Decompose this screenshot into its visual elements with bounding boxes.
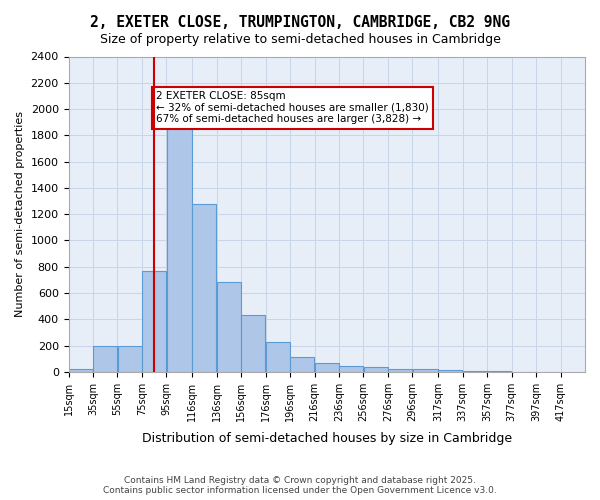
Bar (266, 342, 290, 372)
Bar (290, 358, 314, 372)
Text: Contains HM Land Registry data © Crown copyright and database right 2025.
Contai: Contains HM Land Registry data © Crown c… (103, 476, 497, 495)
Bar (315, 364, 339, 372)
X-axis label: Distribution of semi-detached houses by size in Cambridge: Distribution of semi-detached houses by … (142, 432, 512, 445)
Bar (193, 204, 217, 372)
Bar (167, 122, 192, 372)
Text: 2 EXETER CLOSE: 85sqm
← 32% of semi-detached houses are smaller (1,830)
67% of s: 2 EXETER CLOSE: 85sqm ← 32% of semi-deta… (157, 91, 429, 124)
Bar (69, 368, 93, 372)
Bar (364, 367, 388, 372)
Bar (142, 270, 166, 372)
Text: Size of property relative to semi-detached houses in Cambridge: Size of property relative to semi-detach… (100, 32, 500, 46)
Bar (93, 346, 117, 372)
Bar (388, 368, 412, 372)
Bar (463, 371, 487, 372)
Text: 2, EXETER CLOSE, TRUMPINGTON, CAMBRIDGE, CB2 9NG: 2, EXETER CLOSE, TRUMPINGTON, CAMBRIDGE,… (90, 15, 510, 30)
Bar (241, 316, 265, 372)
Bar (413, 369, 438, 372)
Bar (217, 282, 241, 372)
Bar (439, 370, 463, 372)
Bar (118, 346, 142, 372)
Y-axis label: Number of semi-detached properties: Number of semi-detached properties (15, 111, 25, 317)
Bar (339, 366, 363, 372)
